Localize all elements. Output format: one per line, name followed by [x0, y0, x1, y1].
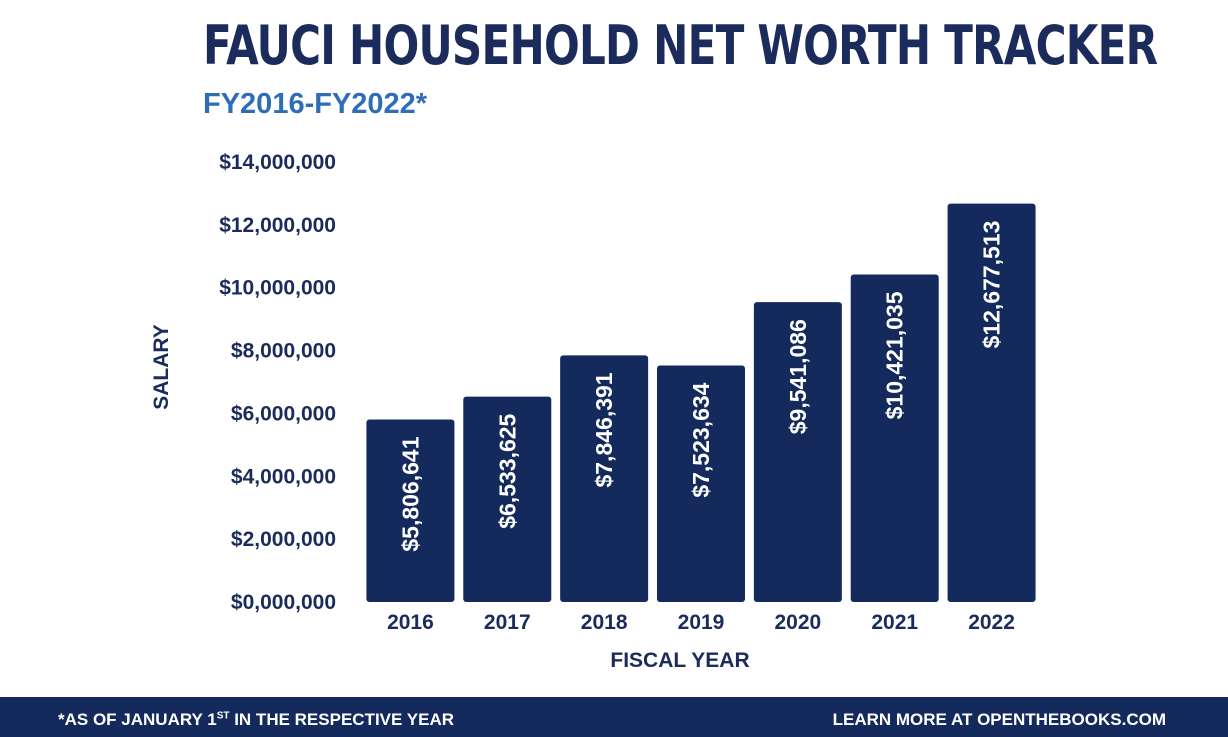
bar-2021: [850, 274, 939, 602]
footer-link[interactable]: LEARN MORE AT OPENTHEBOOKS.COM: [832, 710, 1166, 729]
footer-bar: *AS OF JANUARY 1ST IN THE RESPECTIVE YEA…: [0, 697, 1228, 737]
net-worth-bar-chart: $0,000,000 $2,000,000 $4,000,000 $6,000,000…: [150, 151, 1036, 672]
bar-value-label: $9,541,086: [785, 319, 811, 434]
x-tick-label: 2021: [871, 611, 918, 634]
bar-2022: [947, 203, 1036, 602]
bar-2018: [560, 355, 649, 602]
y-tick-label: $2,000,000: [231, 528, 336, 551]
y-tick-label: $12,000,000: [219, 214, 336, 237]
footer-note-sup: ST: [216, 710, 230, 722]
bar-value-label: $10,421,035: [882, 291, 908, 419]
x-axis-ticks: 2016 2017 2018 2019 2020 2021 2022: [387, 611, 1015, 634]
x-tick-label: 2022: [968, 611, 1015, 634]
bars: $5,806,641 $6,533,625 $7,846,391 $7,523,634…: [366, 203, 1036, 602]
bar-value-label: $12,677,513: [979, 221, 1005, 349]
x-tick-label: 2017: [484, 611, 531, 634]
bar-value-label: $6,533,625: [494, 413, 520, 528]
footer-note-suffix: IN THE RESPECTIVE YEAR: [229, 710, 454, 729]
bar-2019: [657, 365, 745, 602]
x-tick-label: 2020: [774, 611, 821, 634]
bar-value-label: $5,806,641: [397, 436, 423, 551]
bar-2016: [366, 419, 455, 602]
y-axis-title: SALARY: [150, 324, 173, 410]
footer-note-prefix: *AS OF JANUARY 1: [58, 710, 217, 729]
y-tick-label: $0,000,000: [231, 591, 336, 614]
footer-note: *AS OF JANUARY 1ST IN THE RESPECTIVE YEA…: [58, 710, 454, 730]
bar-value-label: $7,523,634: [688, 382, 714, 497]
x-tick-label: 2016: [387, 611, 434, 634]
x-tick-label: 2019: [678, 611, 725, 634]
bar-2017: [463, 396, 552, 602]
y-tick-label: $8,000,000: [231, 340, 336, 363]
y-tick-label: $10,000,000: [219, 277, 336, 300]
x-axis-title: FISCAL YEAR: [610, 649, 749, 672]
page-subtitle: FY2016-FY2022*: [203, 88, 428, 120]
bar-2020: [753, 302, 842, 602]
x-tick-label: 2018: [581, 611, 628, 634]
y-axis-ticks: $0,000,000 $2,000,000 $4,000,000 $6,000,000…: [219, 151, 336, 614]
page-title: FAUCI HOUSEHOLD NET WORTH TRACKER: [203, 14, 1158, 77]
y-tick-label: $14,000,000: [219, 151, 336, 174]
y-tick-label: $4,000,000: [231, 465, 336, 488]
y-tick-label: $6,000,000: [231, 402, 336, 425]
bar-value-label: $7,846,391: [591, 372, 617, 487]
